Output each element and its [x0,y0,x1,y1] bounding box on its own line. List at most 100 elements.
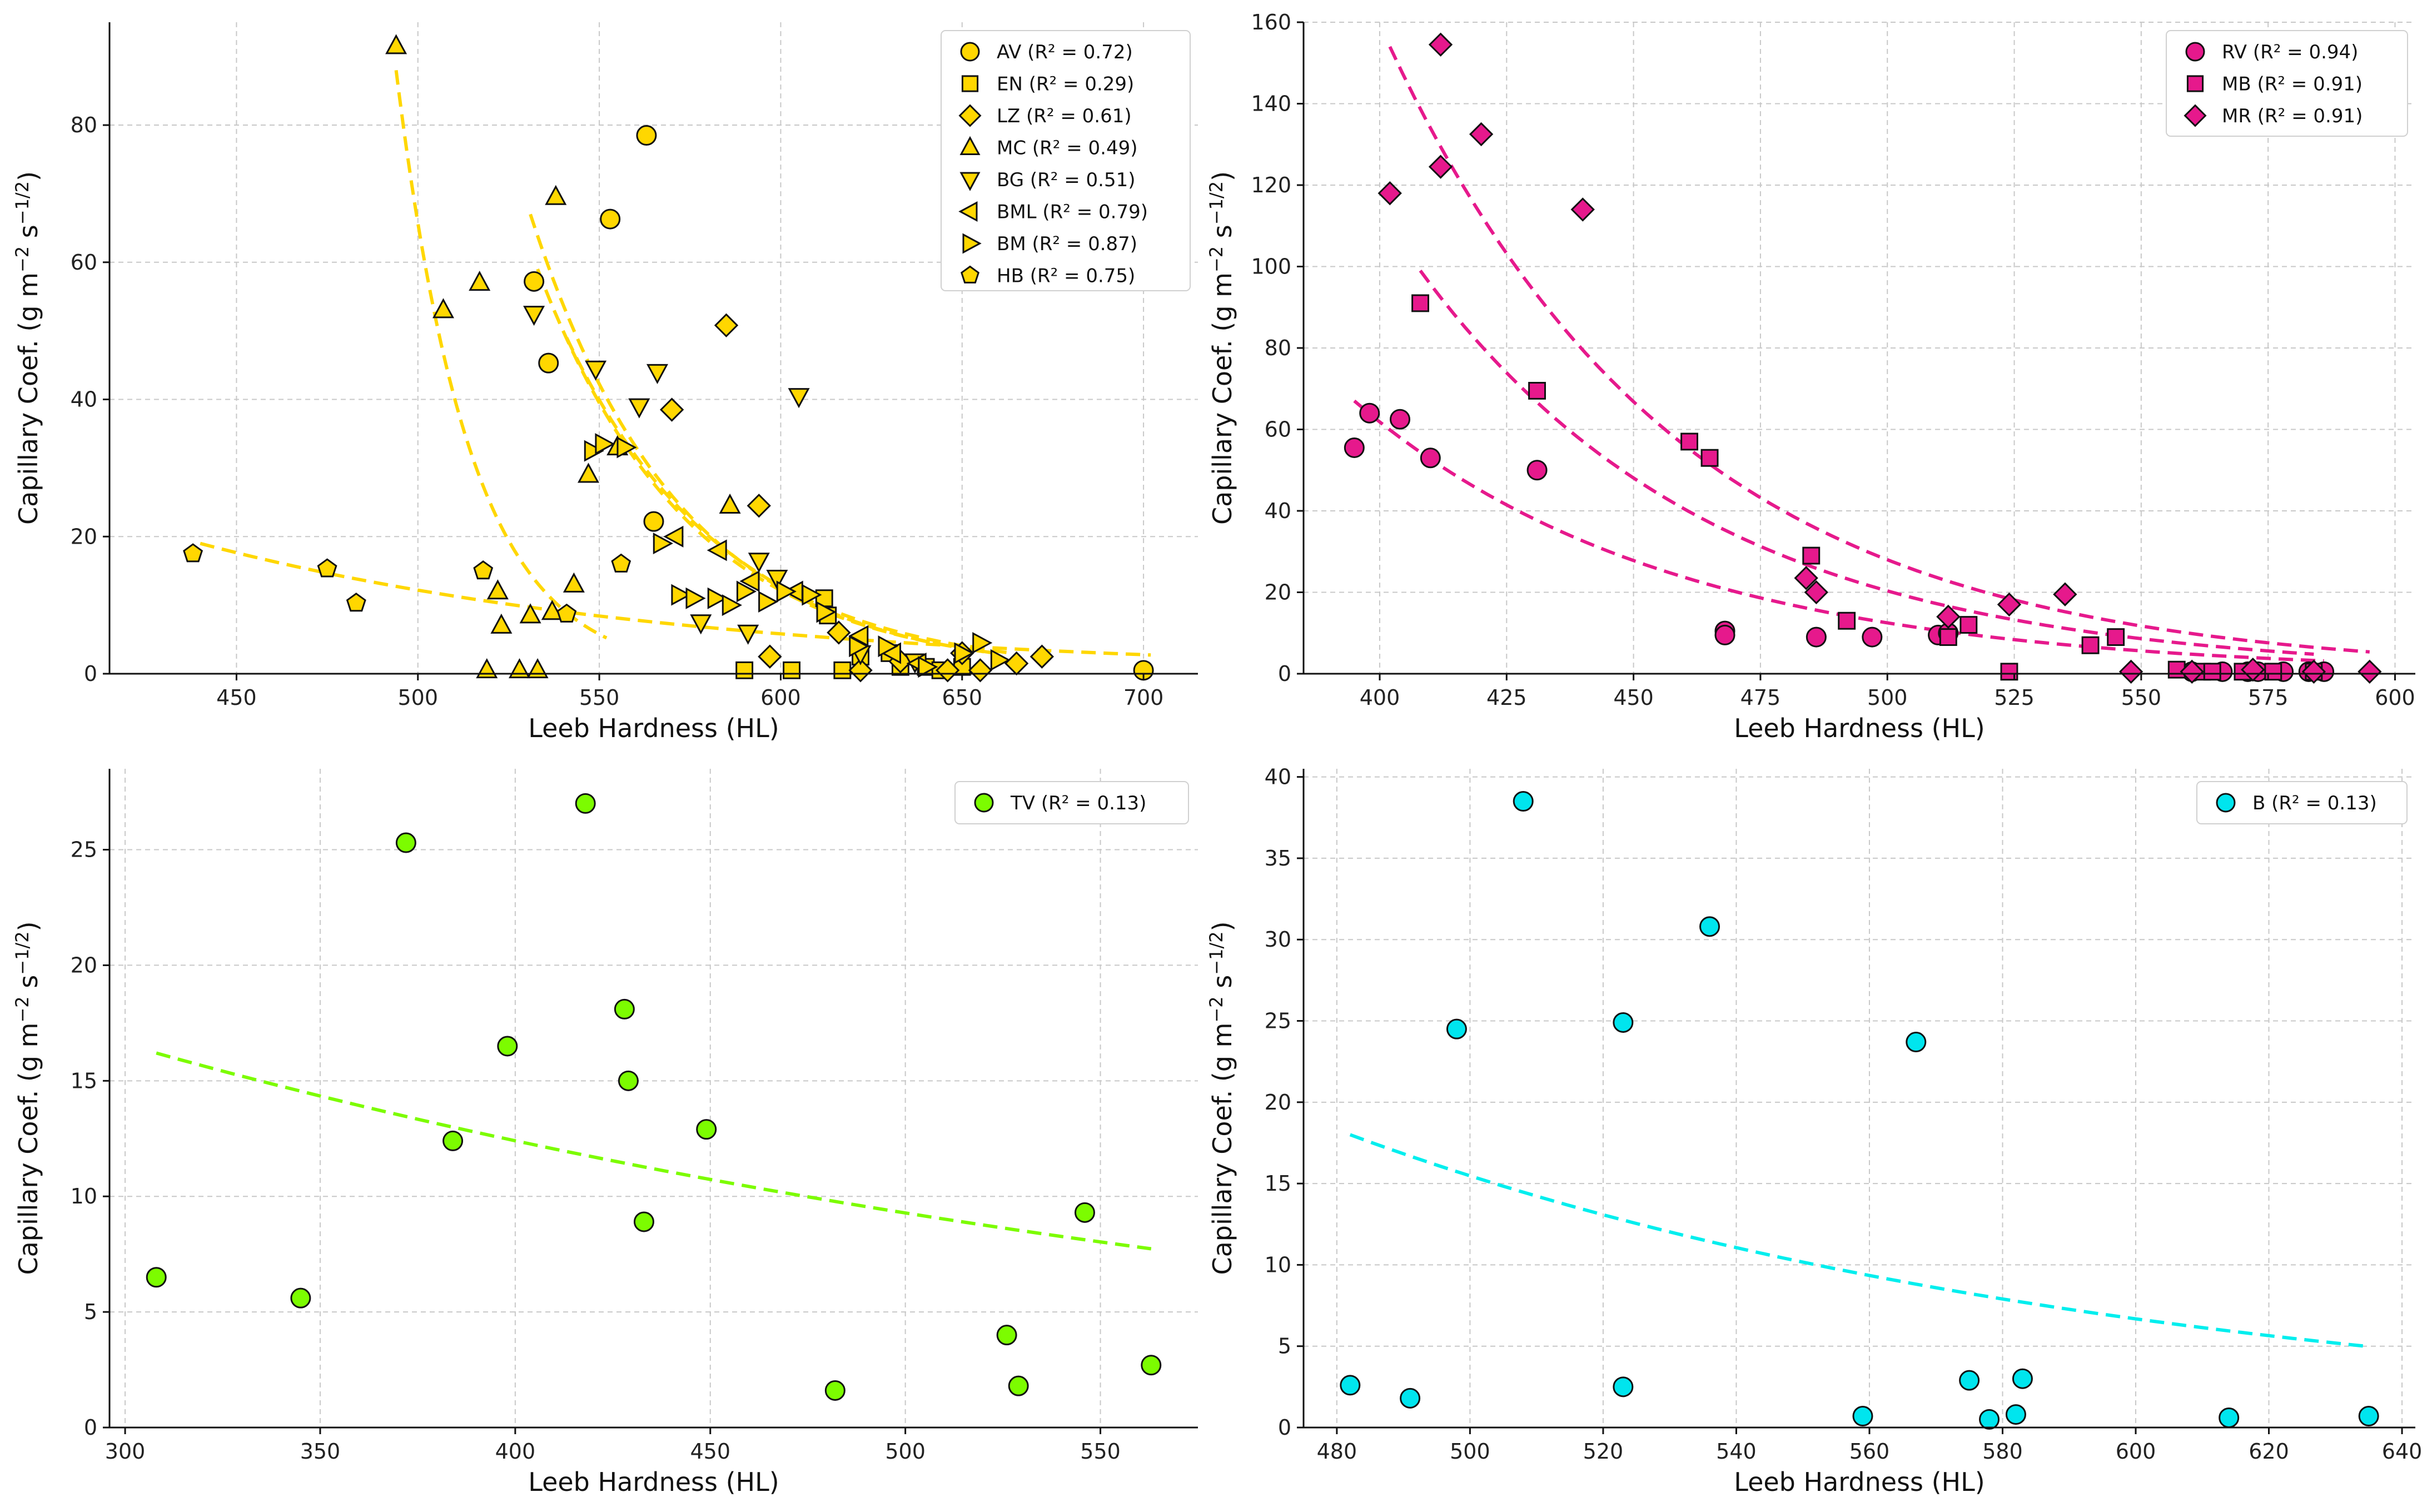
data-points [1344,32,2382,684]
y-tick-label: 100 [1251,255,1291,279]
data-point [663,525,684,548]
data-point [1862,626,1883,648]
x-tick-label: 525 [1994,685,2035,710]
legend: TV (R² = 0.13) [954,781,1189,824]
x-tick-label: 520 [1583,1439,1624,1464]
data-point [739,570,760,593]
data-points [183,34,1154,683]
x-tick-label: 600 [2375,685,2415,710]
x-tick-label: 550 [579,685,620,710]
legend-entry: MC (R² = 0.49) [997,137,1137,160]
data-point [776,580,797,603]
data-point [1997,592,2022,617]
y-tick-label: 60 [1265,417,1291,442]
x-tick-label: 600 [2116,1439,2156,1464]
data-point [1700,449,1719,467]
legend: AV (R² = 0.72) EN (R² = 0.29) LZ (R² = 0.6… [941,30,1191,291]
data-point [146,1267,167,1288]
x-tick-label: 425 [1486,685,1527,710]
data-point [385,34,407,54]
legend-box [941,30,1191,291]
data-points [146,793,1162,1401]
data-point [1359,402,1380,424]
data-point [972,631,993,654]
data-point [659,397,684,422]
data-point [2241,657,2265,682]
fit-curve [536,268,999,655]
legend-entry: B (R² = 0.13) [2252,792,2377,814]
data-point [628,398,650,419]
y-tick-label: 160 [1251,10,1291,34]
x-tick-label: 350 [300,1439,341,1464]
data-point [618,1070,639,1091]
data-point [490,613,513,634]
data-point [469,270,491,291]
legend: B (R² = 0.13) [2196,781,2408,824]
data-point [584,440,604,462]
x-tick-label: 500 [1450,1439,1490,1464]
x-tick-label: 575 [2248,685,2289,710]
data-point [541,600,563,620]
data-point [1959,616,1978,634]
y-tick-label: 10 [1265,1252,1291,1277]
data-point [611,553,631,573]
y-axis-label: Capillary Coef. (g m−2 s−1/2) [1206,921,1237,1275]
data-point [575,793,596,814]
data-point [714,313,739,337]
data-point [524,271,545,292]
x-tick-label: 475 [1740,685,1781,710]
axes: 450 500 550 600 650 700 0 20 40 60 80 [71,22,1198,710]
grid [110,769,1198,1428]
fit-curve [156,1051,1152,1251]
legend-marker [958,104,982,127]
data-point [497,1036,518,1057]
data-point [538,352,559,374]
legend-marker [959,136,981,155]
data-point [1802,546,1821,565]
data-point [1806,626,1827,648]
data-point [848,658,873,683]
data-point [918,656,938,678]
y-tick-label: 15 [1265,1171,1291,1196]
x-tick-label: 540 [1716,1439,1757,1464]
data-point [614,998,635,1019]
data-point [1906,1032,1927,1053]
y-tick-label: 35 [1265,846,1291,871]
legend-marker [2216,793,2236,813]
y-tick-label: 80 [71,113,97,137]
x-tick-label: 450 [216,685,257,710]
data-point [758,644,782,669]
data-point [2081,636,2100,654]
data-point [1377,181,1402,206]
data-point [935,658,960,683]
legend-marker [962,233,982,254]
y-tick-label: 60 [71,250,97,275]
y-tick-label: 20 [1265,1090,1291,1115]
data-point [954,642,974,664]
data-point [696,1119,717,1140]
data-point [737,624,759,645]
data-point [523,306,545,326]
data-point [1411,294,1429,312]
data-point [719,493,741,514]
data-point [1074,1202,1095,1223]
axes: 480 500 520 540 560 580 600 620 640 0 5 10 15 20 25 30 3… [1265,765,2423,1464]
y-tick-label: 0 [84,662,97,686]
data-point [1570,197,1595,222]
y-axis-label: Capillary Coef. (g m−2 s−1/2) [12,921,43,1275]
y-tick-label: 15 [71,1068,97,1093]
legend-entry: BG (R² = 0.51) [997,169,1135,191]
data-point [1613,1376,1634,1397]
data-point [878,635,898,658]
data-point [1979,1409,2000,1430]
fit-curve [1388,46,2370,654]
data-point [1699,916,1720,937]
data-point [636,125,657,146]
data-point [827,620,851,645]
legend-box [954,781,1189,824]
data-point [442,1130,464,1151]
data-point [2180,659,2204,684]
data-point [585,360,607,381]
